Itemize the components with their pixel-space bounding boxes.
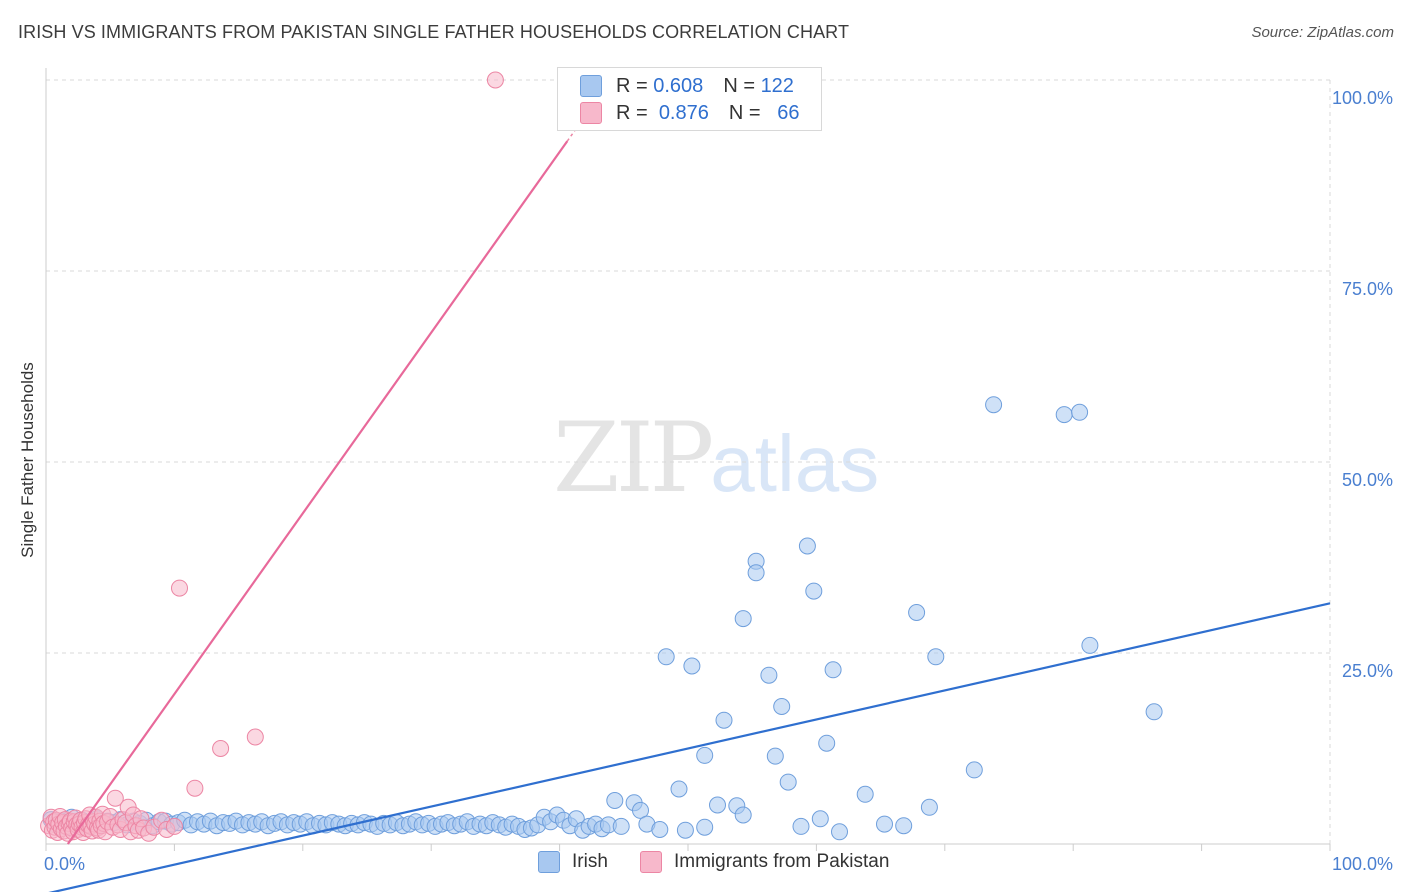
data-point-irish — [792, 817, 810, 835]
data-point-irish — [612, 817, 630, 835]
series-legend-swatch-pakistan — [640, 851, 662, 873]
data-point-irish — [734, 610, 752, 628]
watermark-atlas: atlas — [710, 419, 880, 508]
data-point-irish — [1055, 406, 1073, 424]
data-point-irish — [632, 801, 649, 819]
data-point-irish — [670, 780, 688, 798]
data-point-irish — [1145, 703, 1163, 721]
data-point-irish — [831, 823, 848, 841]
stats-legend: R = 0.608 N = 122 R = 0.876 N = 66 — [557, 67, 822, 131]
data-point-pakistan — [186, 779, 204, 797]
data-point-irish — [676, 821, 694, 839]
watermark: ZIPatlas — [553, 402, 879, 514]
series-legend-irish: Irish — [538, 851, 608, 873]
data-point-pakistan — [171, 579, 188, 597]
x-tick-label-max: 100.0% — [1332, 854, 1393, 874]
x-tick-label-min: 0.0% — [44, 854, 85, 874]
series-legend: Irish Immigrants from Pakistan — [0, 851, 1406, 879]
data-point-irish — [1081, 636, 1099, 654]
data-point-irish — [805, 582, 823, 600]
data-point-irish — [709, 796, 726, 814]
y-tick-label: 75.0% — [1342, 279, 1393, 299]
trend-line-irish — [48, 602, 1331, 892]
data-point-irish — [876, 815, 893, 833]
data-point-irish — [811, 810, 829, 828]
data-point-irish — [1071, 403, 1089, 421]
legend-row-irish: R = 0.608 N = 122 — [580, 73, 794, 99]
data-point-irish — [798, 537, 816, 555]
legend-n-value: 122 — [760, 74, 794, 97]
data-point-irish — [965, 761, 983, 779]
series-legend-label: Immigrants from Pakistan — [674, 851, 890, 872]
data-point-irish — [773, 698, 791, 715]
data-point-irish — [908, 604, 926, 621]
series-legend-pakistan: Immigrants from Pakistan — [640, 851, 889, 873]
legend-r-label: R = — [616, 101, 648, 124]
y-tick-label: 25.0% — [1342, 661, 1393, 681]
data-point-pakistan — [106, 789, 124, 807]
data-point-pakistan — [165, 817, 183, 835]
y-tick-label: 100.0% — [1332, 88, 1393, 108]
legend-n-label: N = — [723, 74, 755, 97]
data-point-irish — [696, 818, 714, 836]
data-point-irish — [824, 661, 842, 679]
data-point-irish — [927, 648, 945, 666]
data-point-irish — [715, 711, 733, 729]
chart-title: IRISH VS IMMIGRANTS FROM PAKISTAN SINGLE… — [18, 22, 850, 42]
legend-swatch-pakistan — [580, 102, 602, 124]
data-point-irish — [895, 817, 913, 835]
data-point-irish — [683, 657, 701, 675]
series-legend-swatch-irish — [538, 851, 560, 873]
legend-n-label: N = — [728, 101, 761, 124]
series-legend-label: Irish — [572, 851, 608, 872]
data-point-irish — [657, 648, 675, 666]
data-point-irish — [734, 806, 752, 824]
data-point-irish — [696, 746, 714, 764]
y-tick-label: 50.0% — [1342, 470, 1393, 490]
data-point-irish — [779, 773, 797, 791]
legend-row-pakistan: R = 0.876 N = 66 — [580, 100, 799, 126]
data-point-pakistan — [246, 728, 264, 746]
trend-line-pakistan — [66, 140, 569, 845]
data-point-irish — [985, 396, 1003, 414]
data-point-irish — [766, 747, 784, 765]
data-point-pakistan — [486, 71, 504, 89]
data-point-irish — [747, 564, 765, 582]
legend-r-value: 0.608 — [653, 74, 704, 97]
y-axis-label: Single Father Households — [18, 362, 37, 558]
legend-n-value: 66 — [777, 101, 800, 124]
data-point-irish — [856, 785, 874, 803]
watermark-zip: ZIP — [553, 402, 714, 514]
legend-swatch-irish — [580, 75, 602, 97]
data-point-irish — [651, 821, 669, 838]
source-label: Source: ZipAtlas.com — [1251, 24, 1394, 41]
data-point-irish — [760, 666, 778, 684]
data-point-pakistan — [212, 740, 230, 757]
legend-r-value: 0.876 — [658, 101, 709, 124]
data-point-irish — [818, 734, 836, 752]
legend-r-label: R = — [616, 74, 648, 97]
data-point-irish — [606, 792, 624, 809]
data-point-irish — [920, 798, 938, 816]
